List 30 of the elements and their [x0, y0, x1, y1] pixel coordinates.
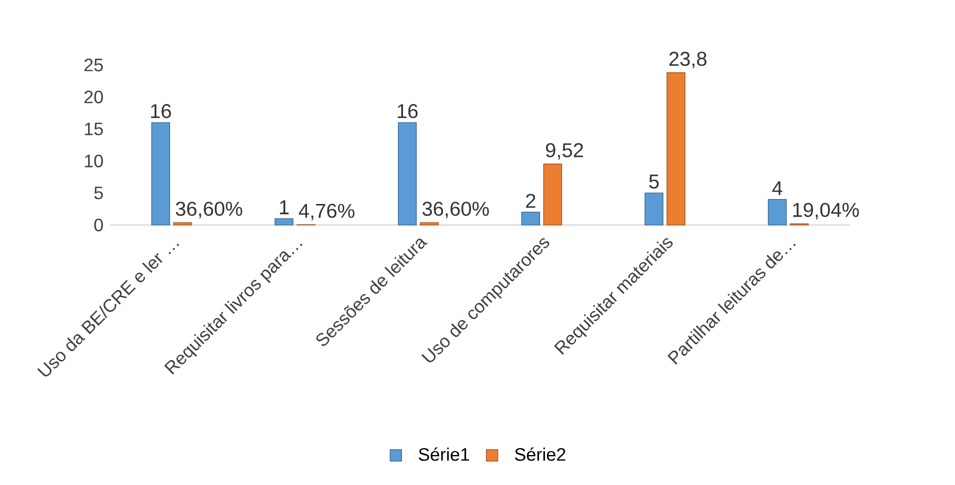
- data-label: 36,60%: [176, 202, 242, 218]
- bar: [768, 198, 787, 226]
- data-label: 16: [151, 104, 171, 118]
- data-label: 16: [398, 104, 418, 118]
- data-label: 2: [526, 194, 536, 208]
- data-label: 19,04%: [793, 202, 859, 220]
- bar: [521, 212, 540, 226]
- data-label: 4,76%: [298, 204, 354, 220]
- y-tick-label: 10: [84, 154, 103, 168]
- data-label: 4: [772, 181, 782, 195]
- data-label: 1: [280, 200, 289, 214]
- data-label: 36,60%: [422, 202, 489, 218]
- bar: [274, 218, 294, 226]
- bar: [420, 222, 439, 226]
- legend-label: Série1: [418, 447, 470, 461]
- bar: [173, 222, 192, 226]
- data-label: 9,52: [546, 143, 583, 160]
- data-label: 5: [649, 174, 659, 189]
- bar: [398, 122, 417, 226]
- data-label: 23,8: [669, 52, 706, 68]
- y-tick-label: 0: [94, 218, 103, 232]
- y-tick-label: 25: [84, 58, 103, 72]
- bar: [644, 192, 664, 226]
- bar: [543, 164, 562, 226]
- legend-label: Série2: [514, 447, 566, 461]
- bar: [666, 72, 686, 226]
- y-tick-label: 15: [84, 122, 103, 136]
- y-tick-label: 5: [94, 186, 103, 200]
- bar: [151, 122, 170, 226]
- y-tick-label: 20: [84, 90, 103, 104]
